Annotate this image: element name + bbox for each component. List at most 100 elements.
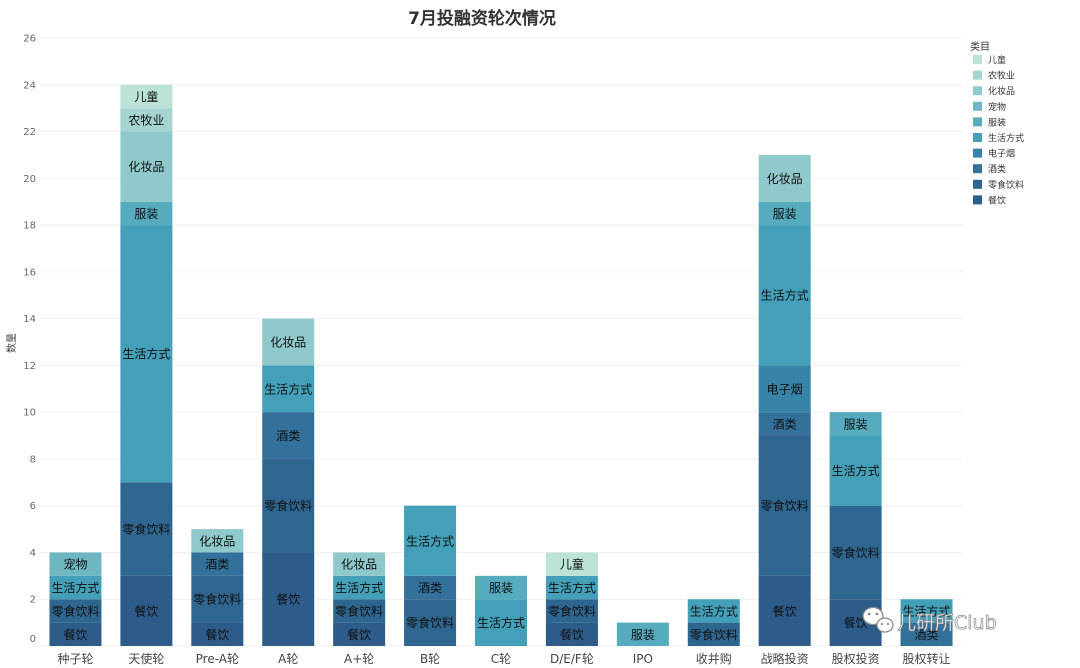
bar-segment xyxy=(333,552,386,576)
segment-label: 生活方式 xyxy=(51,580,99,595)
bar-segment xyxy=(545,622,598,646)
segment-label: 零食饮料 xyxy=(122,522,170,537)
segment-label: 餐饮 xyxy=(773,603,797,618)
bar-stack: 餐饮 零食饮料 生活方式 化妆品 xyxy=(333,552,386,646)
bar-segment xyxy=(120,108,173,132)
segment-label: 服装 xyxy=(773,207,797,221)
bar-segment xyxy=(191,552,244,576)
bar-segment xyxy=(829,412,882,436)
segment-label: 服装 xyxy=(631,628,655,642)
bars: 餐饮零食饮料生活方式宠物餐饮零食饮料生活方式服装化妆品农牧业儿童餐饮零食饮料酒类… xyxy=(49,84,953,646)
segment-label: 服装 xyxy=(489,581,513,595)
x-tick-label: IPO xyxy=(633,652,653,666)
segment-label: 化妆品 xyxy=(199,534,235,548)
legend-title: 类目 xyxy=(970,40,990,53)
segment-label: 酒类 xyxy=(205,558,229,572)
x-tick-label: 天使轮 xyxy=(128,651,164,666)
bar-segment xyxy=(262,365,315,413)
segment-label: 零食饮料 xyxy=(761,498,809,513)
legend-item: 零食饮料 xyxy=(973,179,1024,191)
x-tick-label: A轮 xyxy=(278,652,298,666)
legend-swatch xyxy=(973,70,982,80)
segment-label: 生活方式 xyxy=(122,346,170,361)
y-tick-label: 4 xyxy=(30,548,36,559)
segment-label: 零食饮料 xyxy=(548,603,596,618)
y-tick-label: 6 xyxy=(30,501,36,512)
segment-label: 儿童 xyxy=(134,89,158,104)
legend-item: 餐饮 xyxy=(973,194,1006,206)
bar-segment xyxy=(900,599,953,623)
segment-label: 生活方式 xyxy=(477,615,525,630)
bar-segment xyxy=(475,599,527,646)
bar-segment xyxy=(262,552,315,646)
bar-segment xyxy=(758,412,811,436)
bar-segment xyxy=(49,552,102,576)
bar-segment xyxy=(49,575,102,600)
segment-label: 生活方式 xyxy=(264,381,312,396)
segment-label: 电子烟 xyxy=(767,382,803,396)
segment-label: 服装 xyxy=(844,417,868,431)
bar-stack: 餐饮 零食饮料 生活方式 宠物 xyxy=(49,552,102,646)
segment-label: 生活方式 xyxy=(832,463,880,478)
legend-item: 儿童 xyxy=(973,54,1006,66)
bar-segment xyxy=(120,84,173,109)
segment-label: 零食饮料 xyxy=(193,592,241,607)
bar-segment xyxy=(758,575,811,646)
x-tick-label: 战略投资 xyxy=(761,651,809,666)
x-tick-label: B轮 xyxy=(420,652,440,666)
legend-swatch xyxy=(973,133,982,142)
y-tick-label: 2 xyxy=(30,595,36,606)
segment-label: 零食饮料 xyxy=(690,627,738,642)
legend-item: 生活方式 xyxy=(973,132,1024,144)
legend-swatch xyxy=(973,55,982,64)
bar-segment xyxy=(475,575,527,600)
segment-label: 化妆品 xyxy=(341,558,377,572)
y-tick-label: 22 xyxy=(23,127,36,138)
y-tick-label: 18 xyxy=(23,221,36,232)
segment-label: 餐饮 xyxy=(276,592,300,607)
y-tick-label: 24 xyxy=(23,80,36,91)
bar-stack: 零食饮料 酒类 生活方式 xyxy=(404,505,457,646)
bar-segment xyxy=(758,365,811,413)
legend-swatch xyxy=(973,101,982,111)
bar-segment xyxy=(333,599,386,623)
bar-segment xyxy=(829,505,882,600)
legend-item: 酒类 xyxy=(973,163,1006,175)
bar-segment xyxy=(191,622,244,646)
x-tick-label: 股权转让 xyxy=(903,651,951,666)
segment-label: 酒类 xyxy=(276,429,300,443)
bar-segment xyxy=(120,131,173,202)
bar-segment xyxy=(262,458,315,553)
legend-label: 酒类 xyxy=(988,163,1006,175)
y-tick-label: 26 xyxy=(23,34,36,45)
segment-label: 酒类 xyxy=(915,628,939,642)
bar-segment xyxy=(758,435,811,576)
bar-segment xyxy=(758,225,811,366)
segment-label: 化妆品 xyxy=(270,336,306,350)
segment-label: 餐饮 xyxy=(347,627,371,642)
segment-label: 化妆品 xyxy=(767,172,803,186)
segment-label: 餐饮 xyxy=(134,603,158,618)
legend-item: 化妆品 xyxy=(973,85,1015,97)
legend-label: 餐饮 xyxy=(988,194,1006,206)
bar-stack: 餐饮 零食饮料 酒类 电子烟 生活方式 服装 化妆品 xyxy=(758,154,811,646)
bar-stack: 餐饮 零食饮料 生活方式 儿童 xyxy=(545,552,598,646)
legend-swatch xyxy=(973,117,982,127)
segment-label: 酒类 xyxy=(773,417,797,431)
legend-item: 电子烟 xyxy=(973,148,1015,160)
bar-segment xyxy=(616,622,669,646)
bar-segment xyxy=(49,622,102,646)
legend-item: 农牧业 xyxy=(973,70,1015,82)
segment-label: 零食饮料 xyxy=(335,603,383,618)
segment-label: 化妆品 xyxy=(128,160,164,174)
legend-swatch xyxy=(973,86,982,96)
legend-label: 宠物 xyxy=(988,101,1006,113)
bar-segment xyxy=(333,622,386,646)
segment-label: 零食饮料 xyxy=(406,615,454,630)
bar-segment xyxy=(900,622,953,646)
bar-segment xyxy=(120,225,173,483)
x-tick-label: 种子轮 xyxy=(57,652,93,666)
legend-item: 宠物 xyxy=(973,101,1006,113)
legend-item: 服装 xyxy=(973,116,1006,128)
